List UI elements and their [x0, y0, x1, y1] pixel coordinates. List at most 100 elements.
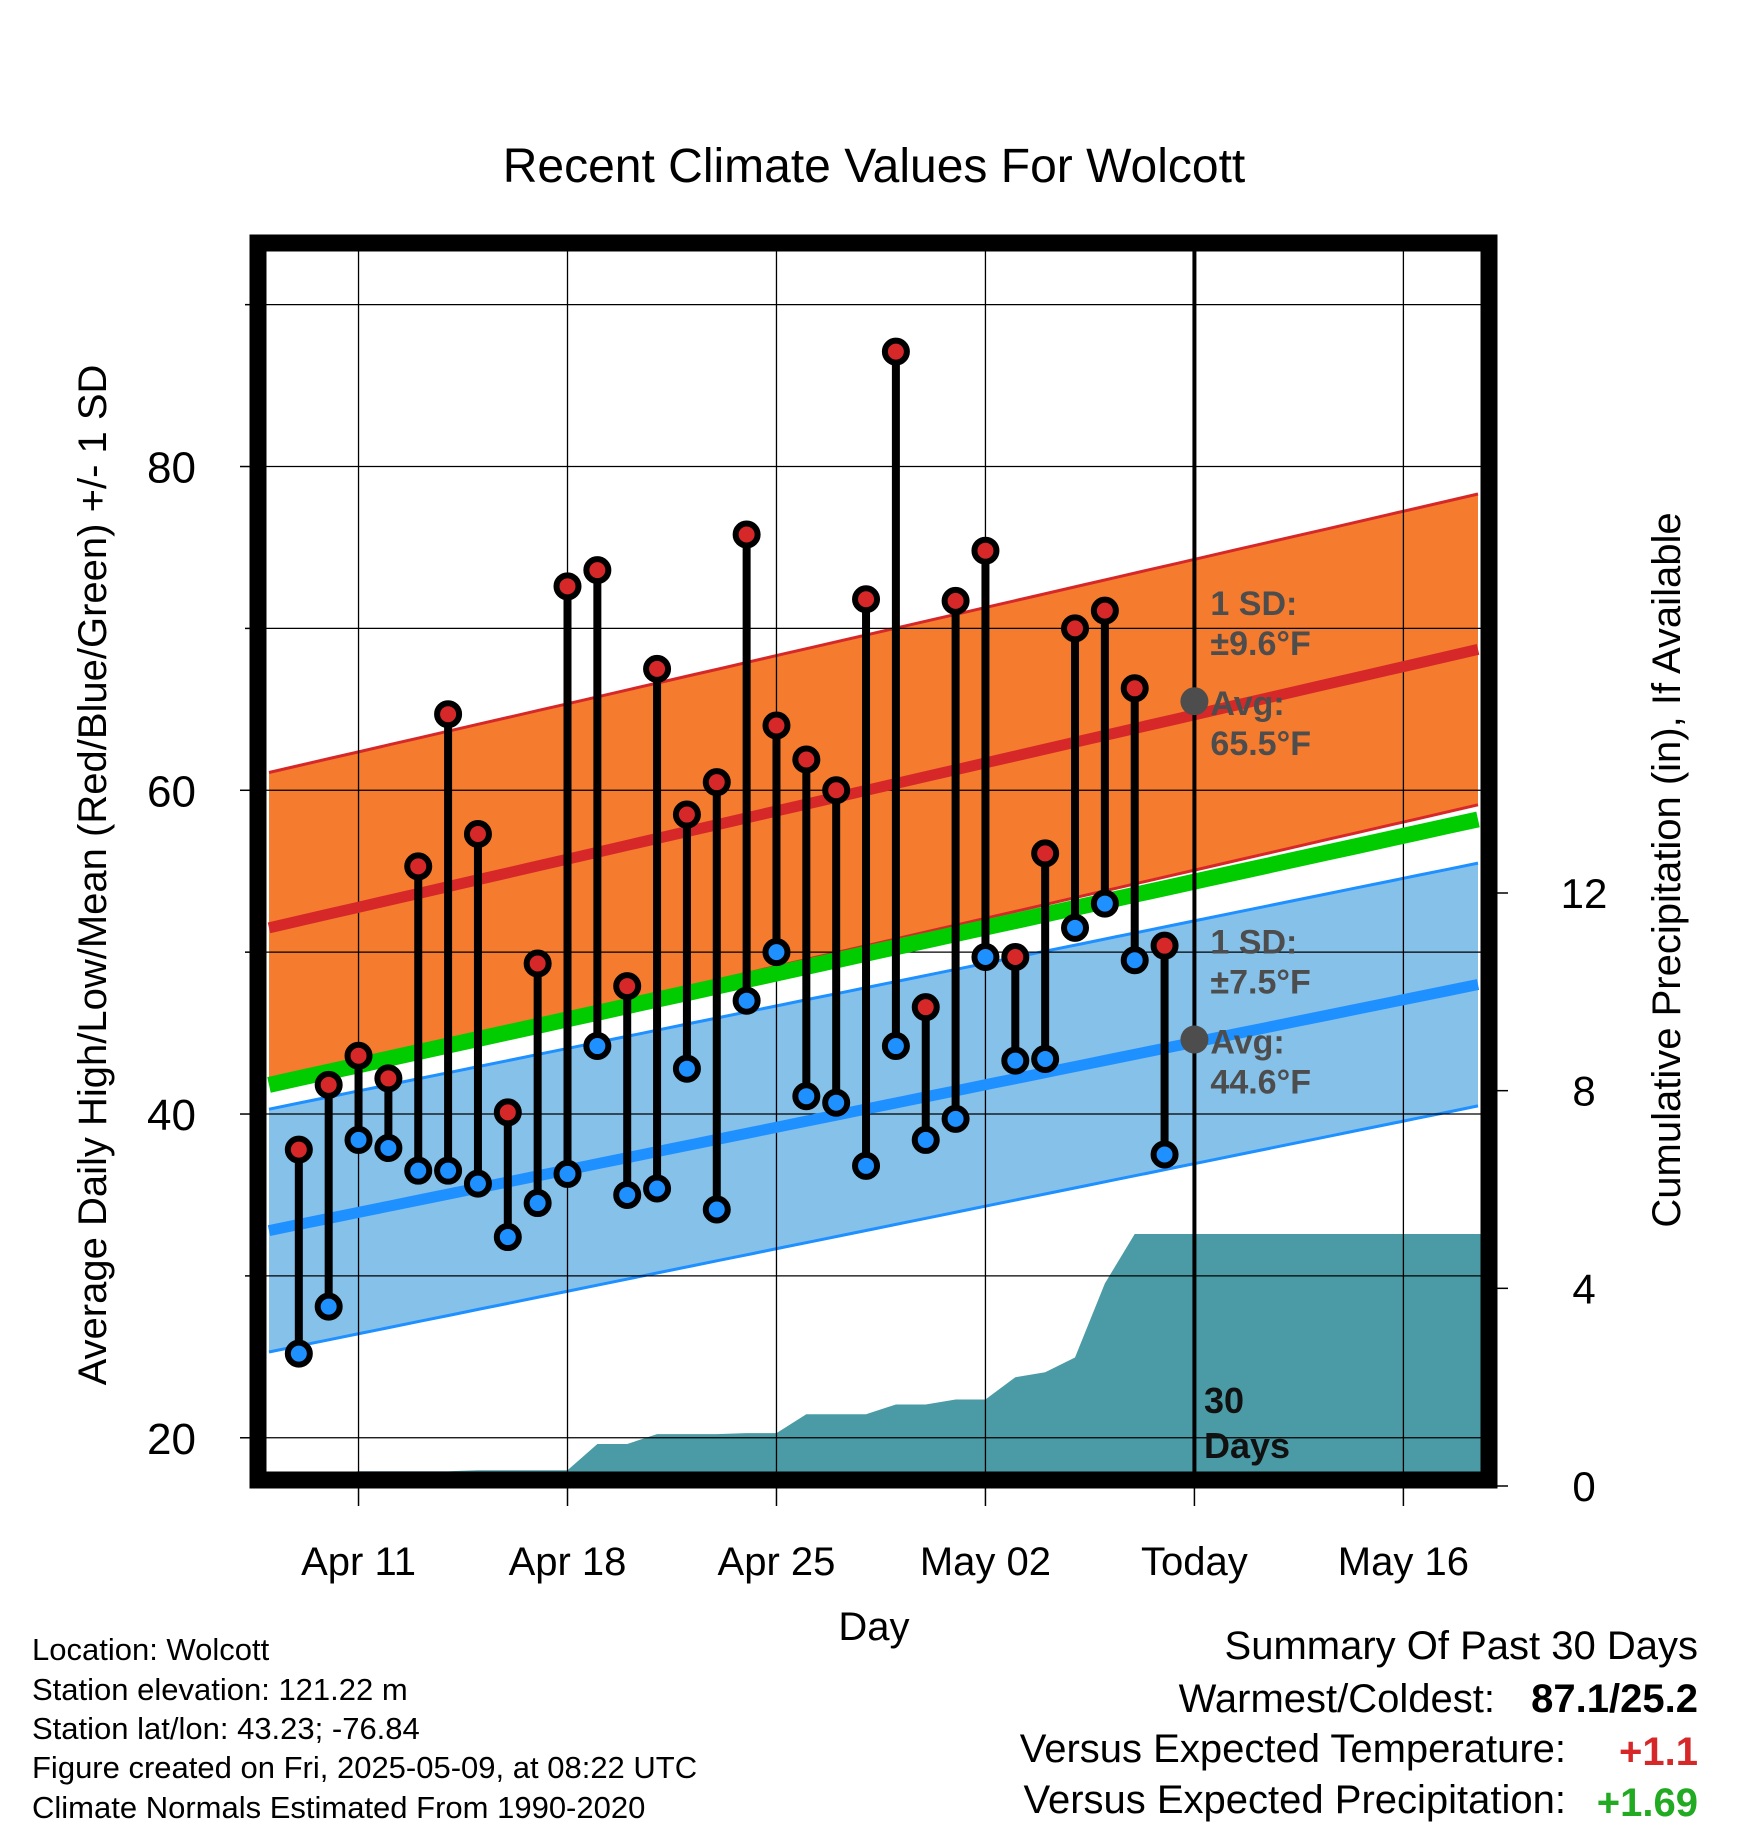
precipitation-fill — [298, 1234, 1484, 1475]
high-temp-point — [314, 1070, 343, 1099]
today-days-label-line1: 30 — [1204, 1380, 1244, 1421]
y-axis-label: Average Daily High/Low/Mean (Red/Blue/Gr… — [71, 365, 115, 1386]
x-tick-label: Apr 11 — [301, 1540, 416, 1584]
station-elevation: Station elevation: 121.22 m — [32, 1672, 408, 1707]
low-temp-point — [702, 1195, 731, 1224]
high-temp-point — [284, 1135, 313, 1164]
high-temp-point — [463, 819, 492, 848]
low-temp-point — [523, 1189, 552, 1218]
figure-created: Figure created on Fri, 2025-05-09, at 08… — [32, 1750, 697, 1785]
precip-versus-label: Versus Expected Precipitation: — [1023, 1778, 1566, 1822]
low-temp-point — [434, 1156, 463, 1185]
high-avg-marker — [1180, 687, 1209, 716]
low-temp-point — [344, 1125, 373, 1154]
y-tick-label: 60 — [147, 767, 196, 816]
warm-cold-value: 87.1/25.2 — [1531, 1677, 1698, 1721]
high-temp-point — [792, 745, 821, 774]
low-temp-point — [881, 1032, 910, 1061]
low-temp-point — [613, 1180, 642, 1209]
low-temp-point — [732, 986, 761, 1015]
low-temp-point — [1090, 889, 1119, 918]
high-normal-line — [267, 644, 1480, 934]
high-temp-point — [1090, 596, 1119, 625]
low-temp-point — [911, 1125, 940, 1154]
low-temp-point — [852, 1151, 881, 1180]
low-temp-point — [1031, 1044, 1060, 1073]
y2-axis-label: Cumulative Precipitation (in), If Availa… — [1645, 512, 1689, 1227]
low-temp-point — [822, 1088, 851, 1117]
high-temp-point — [523, 949, 552, 978]
station-latlon: Station lat/lon: 43.23; -76.84 — [32, 1711, 420, 1746]
y-tick-label: 80 — [147, 444, 196, 493]
high-temp-point — [553, 572, 582, 601]
x-tick-label: Apr 25 — [718, 1540, 836, 1584]
high-temp-point — [971, 536, 1000, 565]
high-temp-point — [493, 1098, 522, 1127]
high-sd-label: 1 SD: — [1210, 585, 1297, 623]
high-sd-upper-line — [268, 492, 1479, 774]
high-temp-point — [1120, 674, 1149, 703]
low-temp-point — [493, 1223, 522, 1252]
low-temp-point — [374, 1134, 403, 1163]
low-temp-point — [971, 943, 1000, 972]
high-temp-point — [613, 972, 642, 1001]
low-sd-lower-line — [268, 1104, 1479, 1354]
high-temp-point — [822, 776, 851, 805]
high-avg-label: Avg: — [1210, 685, 1284, 723]
high-temp-point — [374, 1064, 403, 1093]
x-axis-label: Day — [838, 1605, 909, 1649]
low-temp-point — [1001, 1046, 1030, 1075]
low-temp-point — [404, 1156, 433, 1185]
high-temp-point — [911, 993, 940, 1022]
high-temp-point — [404, 852, 433, 881]
y-tick-label: 20 — [147, 1415, 196, 1464]
high-temp-point — [1001, 943, 1030, 972]
low-sd-value: ±7.5°F — [1210, 964, 1310, 1002]
high-temp-point — [434, 700, 463, 729]
axes: 20 40 60 80 0 4 8 12 Apr 11 Apr 18 Apr 25 May 02 Tod… — [147, 303, 1608, 1584]
low-sd-label: 1 SD: — [1210, 924, 1297, 962]
high-temp-point — [1031, 839, 1060, 868]
x-tick-label: Apr 18 — [509, 1540, 627, 1584]
y2-tick-label: 0 — [1572, 1463, 1595, 1510]
low-temp-point — [463, 1169, 492, 1198]
precipitation-area — [298, 1234, 1484, 1475]
x-tick-label: May 02 — [920, 1540, 1051, 1584]
y2-tick-label: 12 — [1561, 870, 1608, 917]
high-temp-point — [344, 1041, 373, 1070]
high-temp-point — [1150, 931, 1179, 960]
high-temp-point — [583, 556, 612, 585]
warm-cold-label: Warmest/Coldest: — [1179, 1677, 1495, 1721]
high-temp-point — [732, 520, 761, 549]
low-sd-upper-line — [268, 861, 1479, 1111]
low-temp-point — [941, 1104, 970, 1133]
low-temp-point — [1120, 946, 1149, 975]
high-temp-point — [702, 768, 731, 797]
low-temp-point — [643, 1174, 672, 1203]
y-tick-label: 40 — [147, 1091, 196, 1140]
station-location: Location: Wolcott — [32, 1632, 270, 1667]
plot-frame — [249, 234, 1498, 1489]
low-temp-point — [284, 1339, 313, 1368]
high-temp-point — [762, 711, 791, 740]
high-temp-point — [643, 654, 672, 683]
high-temp-point — [672, 800, 701, 829]
high-temp-point — [881, 337, 910, 366]
high-sd-value: ±9.6°F — [1210, 625, 1310, 663]
summary-title: Summary Of Past 30 Days — [1225, 1624, 1698, 1668]
mean-normal-line — [267, 811, 1480, 1093]
low-temp-point — [314, 1292, 343, 1321]
x-tick-label: Today — [1141, 1540, 1248, 1584]
high-temp-point — [852, 585, 881, 614]
temp-versus-label: Versus Expected Temperature: — [1020, 1727, 1566, 1771]
low-temp-point — [1150, 1140, 1179, 1169]
plot-border — [249, 234, 1498, 1489]
high-temp-point — [1061, 614, 1090, 643]
y2-tick-label: 4 — [1572, 1265, 1595, 1312]
low-temp-point — [1061, 913, 1090, 942]
observations — [284, 337, 1179, 1368]
low-avg-value: 44.6°F — [1210, 1064, 1311, 1102]
today-days-label-line2: Days — [1204, 1425, 1290, 1466]
